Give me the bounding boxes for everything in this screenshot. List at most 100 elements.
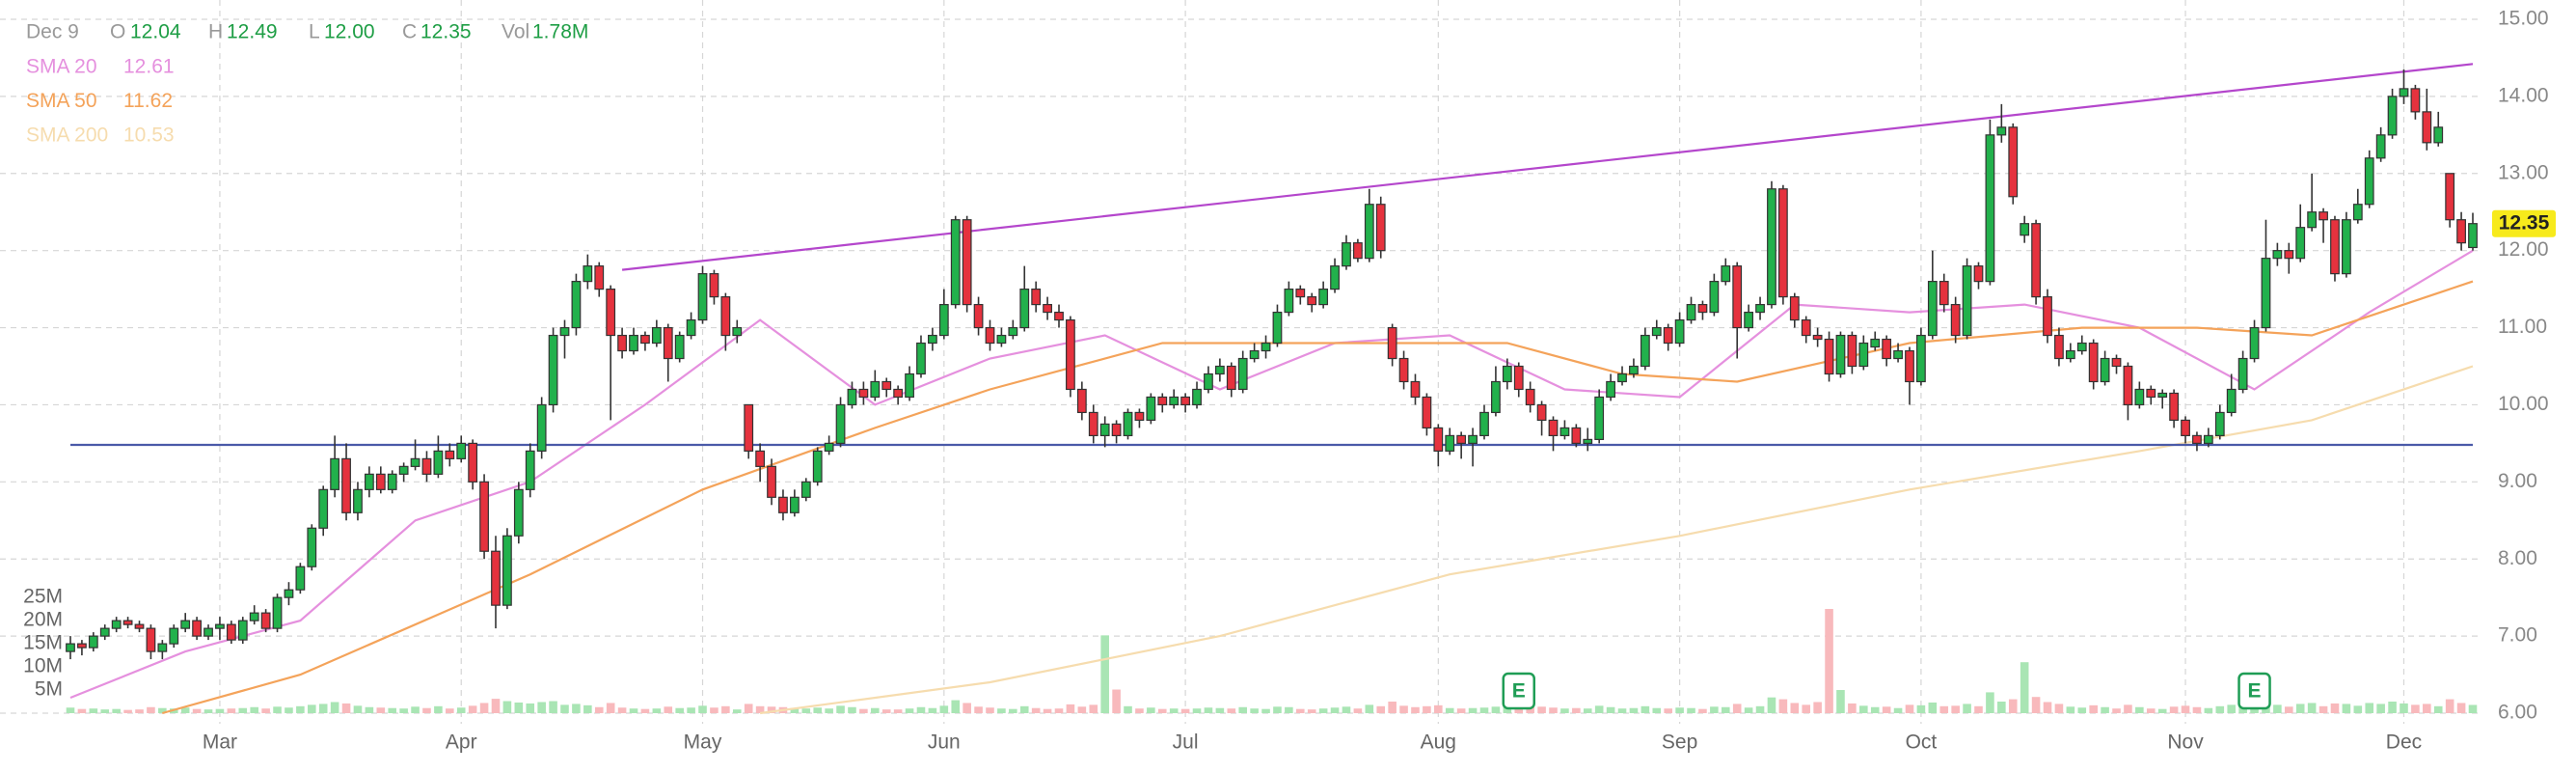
volume-bar: [1365, 704, 1374, 713]
candle-body: [996, 334, 1007, 345]
volume-bar: [2388, 702, 2397, 713]
volume-bar: [1825, 609, 1833, 713]
candle-body: [1066, 318, 1075, 391]
volume-bar: [2112, 708, 2121, 713]
volume-bar: [446, 708, 454, 713]
candle-body: [2364, 157, 2374, 206]
candle-body: [2433, 126, 2444, 144]
candle-body: [1594, 396, 1605, 440]
volume-bar: [583, 704, 592, 713]
volume-bar: [1342, 706, 1351, 713]
volume-bar: [1928, 702, 1938, 713]
volume-bar: [1215, 707, 1225, 713]
volume-bar: [1399, 705, 1408, 713]
candle-body: [674, 334, 685, 360]
volume-bar: [1157, 708, 1167, 713]
volume-bar: [698, 705, 707, 713]
candle-body: [111, 620, 122, 629]
volume-bar: [2411, 704, 2420, 713]
candle-body: [1824, 338, 1834, 375]
candle-body: [2043, 296, 2052, 337]
candle-body: [341, 457, 351, 513]
volume-bar: [1549, 707, 1558, 713]
candle-body: [2375, 134, 2386, 159]
header-field-value: 1.78M: [532, 21, 588, 43]
volume-bar: [1009, 708, 1017, 713]
candle-body: [1606, 380, 1615, 399]
header-field-name: H: [208, 21, 223, 43]
volume-bar: [1870, 706, 1880, 713]
candle-body: [2342, 219, 2351, 275]
volume-bar: [2273, 704, 2282, 713]
volume-bar: [1997, 702, 2006, 713]
candle-body: [226, 623, 236, 641]
candle-body: [847, 388, 857, 406]
volume-bar: [2227, 704, 2236, 713]
candle-body: [778, 496, 788, 513]
legend-value: 12.61: [123, 56, 175, 78]
candle-body: [1812, 334, 1823, 341]
candle-body: [375, 473, 386, 490]
candle-body: [2249, 326, 2260, 360]
volume-bar: [1147, 707, 1155, 713]
candle-body: [1364, 204, 1374, 260]
volume-bar: [1388, 702, 1396, 713]
volume-bar: [790, 707, 800, 713]
candle-body: [812, 450, 823, 483]
volume-bar: [1859, 705, 1868, 713]
earnings-badge[interactable]: [1502, 672, 1536, 710]
volume-bar: [1744, 707, 1753, 713]
volume-bar: [2077, 707, 2087, 713]
candle-body: [1858, 342, 1869, 368]
volume-bar: [147, 706, 155, 713]
volume-bar: [1066, 704, 1075, 713]
candle-body: [881, 380, 892, 391]
volume-tick-label: 10M: [23, 655, 63, 677]
candle-body: [663, 326, 673, 360]
candle-body: [835, 403, 846, 444]
candle-body: [1295, 289, 1306, 298]
candle-body: [1352, 242, 1363, 260]
candle-body: [421, 457, 432, 475]
candle-body: [479, 481, 489, 552]
volume-bar: [1180, 708, 1190, 713]
volume-bar: [192, 708, 202, 713]
candle-body: [502, 535, 512, 606]
earnings-badge[interactable]: [2237, 672, 2271, 710]
candle-body: [2146, 388, 2156, 399]
volume-bar: [215, 708, 225, 713]
volume-bar: [514, 702, 524, 713]
candle-body: [1226, 365, 1236, 391]
header-field-value: 12.35: [420, 21, 472, 43]
x-tick-label: Mar: [203, 732, 237, 754]
volume-bar: [2468, 704, 2478, 713]
candle-body: [2387, 96, 2398, 136]
candle-body: [1468, 434, 1478, 444]
candle-body: [744, 403, 754, 452]
volume-bar: [1617, 708, 1627, 713]
volume-bar: [434, 705, 443, 713]
volume-bar: [1445, 707, 1454, 713]
volume-bar: [974, 706, 983, 713]
candle-body: [962, 219, 972, 306]
candle-body: [928, 334, 937, 345]
volume-bar: [2204, 707, 2213, 713]
volume-bar: [2376, 704, 2385, 713]
y-tick-label: 11.00: [2498, 316, 2547, 338]
volume-bar: [341, 703, 351, 713]
candle-body: [938, 303, 949, 337]
candle-body: [789, 496, 800, 513]
candle-body: [1962, 265, 1972, 337]
volume-bar: [2456, 703, 2466, 713]
candle-body: [640, 334, 650, 345]
volume-bar: [1468, 707, 1478, 713]
volume-bar: [1250, 708, 1259, 713]
volume-bar: [1882, 706, 1891, 713]
candle-body: [2181, 419, 2190, 436]
volume-bar: [905, 708, 914, 713]
volume-bar: [710, 707, 719, 713]
y-tick-label: 8.00: [2498, 547, 2537, 569]
volume-bar: [1583, 708, 1592, 713]
candle-body: [2445, 173, 2455, 221]
